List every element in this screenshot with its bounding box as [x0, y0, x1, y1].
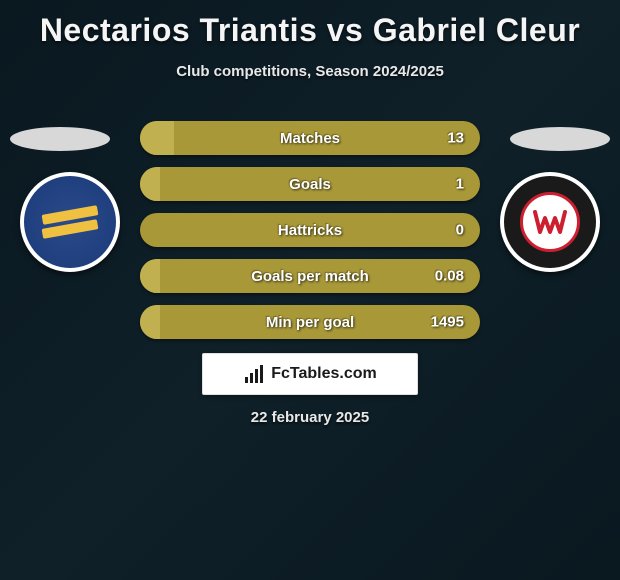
stat-label: Hattricks	[278, 222, 342, 239]
stat-row-goals: Goals 1	[140, 167, 480, 201]
stat-value: 1	[456, 176, 464, 193]
page-subtitle: Club competitions, Season 2024/2025	[0, 63, 620, 80]
shadow-oval-left	[10, 127, 110, 151]
stat-row-goals-per-match: Goals per match 0.08	[140, 259, 480, 293]
stat-label: Min per goal	[266, 314, 354, 331]
wanderers-logo-icon	[520, 192, 580, 252]
team-badge-left	[20, 172, 120, 272]
stat-value: 0.08	[435, 268, 464, 285]
stat-row-matches: Matches 13	[140, 121, 480, 155]
brand-attribution[interactable]: FcTables.com	[202, 353, 418, 395]
stat-fill	[140, 167, 160, 201]
team-badge-right	[500, 172, 600, 272]
stat-fill	[140, 121, 174, 155]
mariners-logo-icon	[40, 192, 100, 252]
stat-fill	[140, 259, 160, 293]
stat-value: 13	[447, 130, 464, 147]
page-title: Nectarios Triantis vs Gabriel Cleur	[0, 0, 620, 49]
shadow-oval-right	[510, 127, 610, 151]
brand-text: FcTables.com	[271, 365, 377, 383]
stats-container: Matches 13 Goals 1 Hattricks 0 Goals per…	[140, 121, 480, 339]
team-badge-left-inner	[24, 176, 116, 268]
stat-value: 0	[456, 222, 464, 239]
stat-row-min-per-goal: Min per goal 1495	[140, 305, 480, 339]
stat-label: Goals per match	[251, 268, 369, 285]
footer-date: 22 february 2025	[0, 409, 620, 426]
stat-label: Matches	[280, 130, 340, 147]
stat-row-hattricks: Hattricks 0	[140, 213, 480, 247]
team-badge-right-inner	[504, 176, 596, 268]
bar-chart-icon	[243, 363, 265, 385]
stat-label: Goals	[289, 176, 331, 193]
stat-fill	[140, 305, 160, 339]
stat-value: 1495	[431, 314, 464, 331]
